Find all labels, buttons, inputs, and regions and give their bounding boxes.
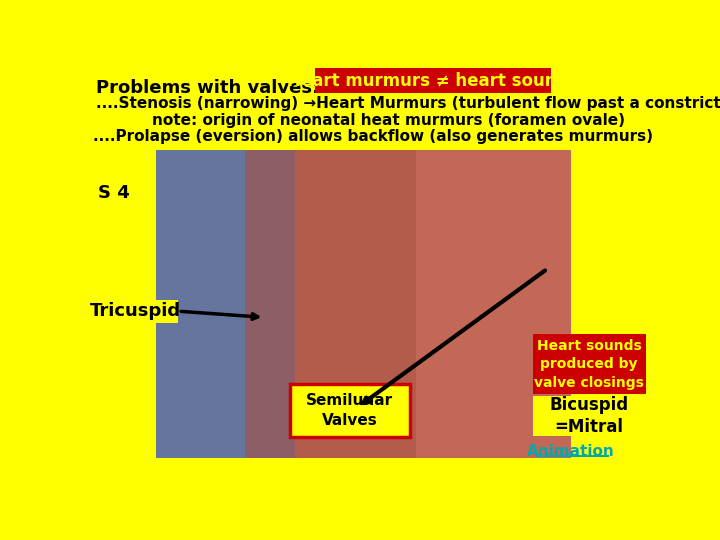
Bar [415,150,570,457]
Bar [245,150,415,457]
FancyBboxPatch shape [93,300,179,323]
Bar [156,150,295,457]
Text: Heart murmurs ≠ heart sounds: Heart murmurs ≠ heart sounds [287,71,578,89]
FancyBboxPatch shape [290,384,410,437]
Text: Animation: Animation [526,444,614,458]
Text: Semilunar
Valves: Semilunar Valves [306,393,393,428]
Text: S 4: S 4 [98,184,130,202]
Text: ....Stenosis (narrowing) →Heart Murmurs (turbulent flow past a constriction): ....Stenosis (narrowing) →Heart Murmurs … [96,96,720,111]
Text: ....Prolapse (eversion) allows backflow (also generates murmurs): ....Prolapse (eversion) allows backflow … [93,130,653,145]
Bar [156,150,570,457]
FancyBboxPatch shape [534,396,646,436]
Text: Tricuspid: Tricuspid [90,302,181,320]
Text: Heart sounds
produced by
valve closings: Heart sounds produced by valve closings [534,339,644,390]
FancyBboxPatch shape [315,68,551,92]
Text: Bicuspid
=Mitral: Bicuspid =Mitral [549,396,629,436]
Text: note: origin of neonatal heat murmurs (foramen ovale): note: origin of neonatal heat murmurs (f… [152,112,625,127]
FancyBboxPatch shape [534,334,646,394]
Text: Problems with valves:: Problems with valves: [96,79,320,97]
